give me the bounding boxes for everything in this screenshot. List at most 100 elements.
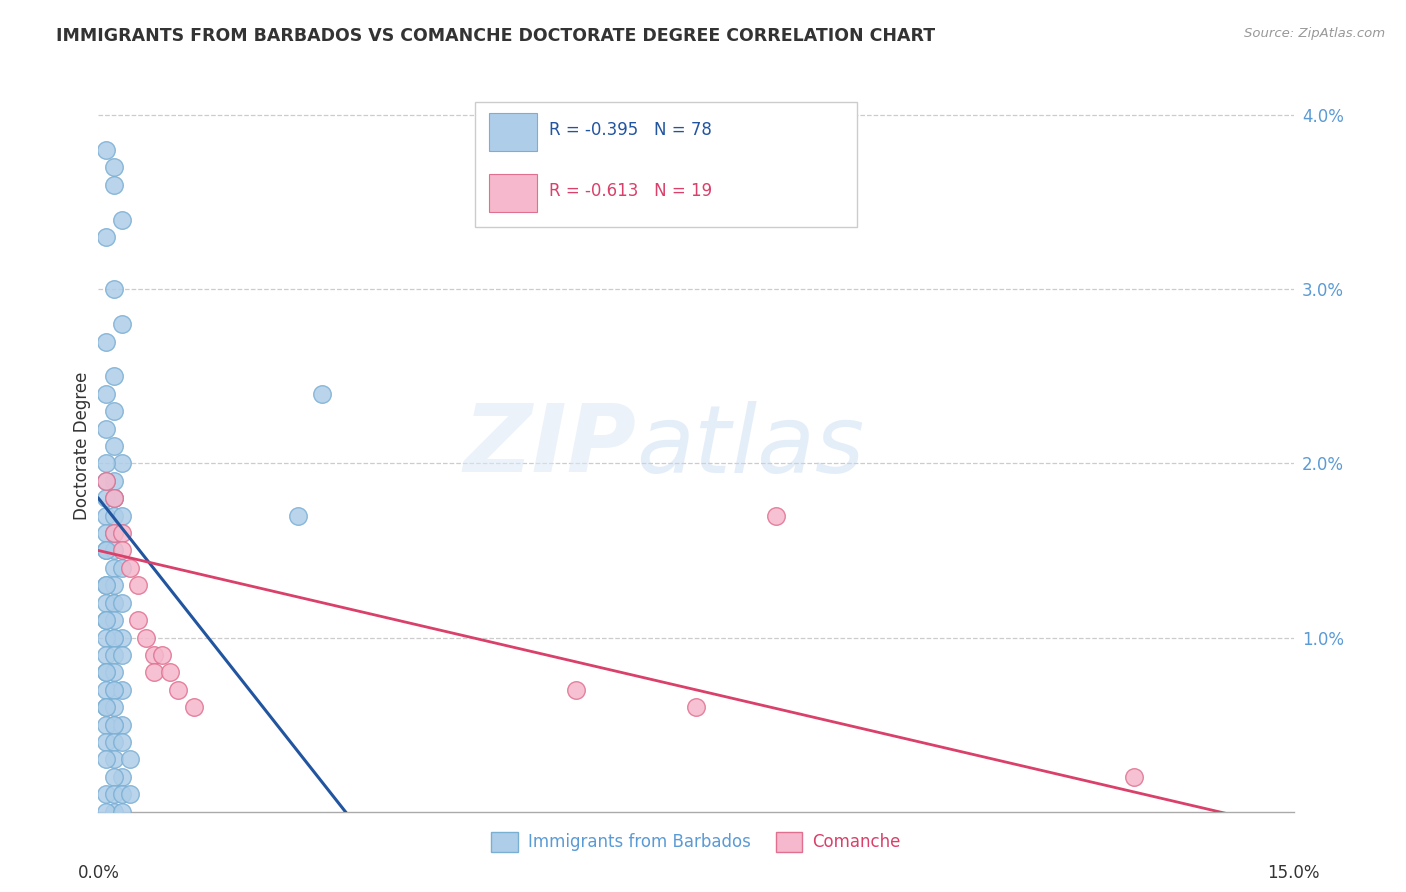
Point: [103, 787, 125, 801]
Point: [103, 526, 125, 541]
Point: [103, 631, 125, 645]
Point: [103, 613, 125, 627]
Point: [96, 631, 118, 645]
Point: [103, 178, 125, 192]
Point: [111, 561, 134, 575]
Point: [103, 682, 125, 697]
Point: [103, 735, 125, 749]
Point: [127, 613, 149, 627]
Point: [103, 161, 125, 175]
Point: [96, 543, 118, 558]
Point: [167, 682, 190, 697]
Point: [96, 230, 118, 244]
Point: [96, 648, 118, 662]
Point: [96, 752, 118, 766]
Text: R = -0.395   N = 78: R = -0.395 N = 78: [548, 121, 711, 139]
Point: [111, 317, 134, 331]
Point: [96, 526, 118, 541]
Point: [96, 613, 118, 627]
Point: [111, 735, 134, 749]
Point: [96, 457, 118, 471]
Point: [96, 682, 118, 697]
Point: [103, 578, 125, 592]
Point: [120, 561, 142, 575]
Point: [103, 717, 125, 731]
Point: [103, 369, 125, 384]
Point: [96, 717, 118, 731]
Point: [111, 631, 134, 645]
Point: [111, 717, 134, 731]
Point: [96, 474, 118, 488]
Point: [159, 665, 181, 680]
Point: [103, 508, 125, 523]
Point: [96, 421, 118, 435]
Point: [103, 474, 125, 488]
Point: [96, 508, 118, 523]
Point: [103, 491, 125, 506]
Text: R = -0.613   N = 19: R = -0.613 N = 19: [548, 182, 711, 200]
Point: [103, 596, 125, 610]
Point: [111, 526, 134, 541]
Text: Source: ZipAtlas.com: Source: ZipAtlas.com: [1244, 27, 1385, 40]
Point: [96, 665, 118, 680]
Point: [111, 543, 134, 558]
Point: [103, 596, 125, 610]
Point: [103, 561, 125, 575]
Point: [103, 648, 125, 662]
Point: [96, 474, 118, 488]
Point: [103, 770, 125, 784]
Point: [103, 631, 125, 645]
Point: [111, 805, 134, 819]
Point: [96, 805, 118, 819]
Point: [96, 334, 118, 349]
Point: [111, 212, 134, 227]
Point: [103, 282, 125, 296]
Point: [565, 682, 588, 697]
Point: [103, 665, 125, 680]
Point: [103, 752, 125, 766]
Point: [103, 717, 125, 731]
Point: [120, 787, 142, 801]
Point: [150, 648, 173, 662]
Point: [96, 596, 118, 610]
Point: [143, 665, 166, 680]
Text: 15.0%: 15.0%: [1267, 864, 1320, 882]
Point: [111, 457, 134, 471]
Point: [96, 143, 118, 157]
Point: [96, 787, 118, 801]
FancyBboxPatch shape: [489, 174, 537, 212]
Text: atlas: atlas: [637, 401, 865, 491]
Point: [103, 700, 125, 714]
Text: ZIP: ZIP: [464, 400, 637, 492]
Point: [183, 700, 205, 714]
Point: [143, 648, 166, 662]
Point: [1123, 770, 1146, 784]
Point: [111, 682, 134, 697]
Legend: Immigrants from Barbados, Comanche: Immigrants from Barbados, Comanche: [485, 826, 907, 858]
Point: [111, 787, 134, 801]
Point: [103, 491, 125, 506]
Point: [96, 491, 118, 506]
Point: [111, 648, 134, 662]
Point: [765, 508, 787, 523]
Point: [103, 491, 125, 506]
FancyBboxPatch shape: [475, 103, 858, 227]
Point: [96, 578, 118, 592]
Text: IMMIGRANTS FROM BARBADOS VS COMANCHE DOCTORATE DEGREE CORRELATION CHART: IMMIGRANTS FROM BARBADOS VS COMANCHE DOC…: [56, 27, 935, 45]
Point: [103, 526, 125, 541]
Point: [103, 805, 125, 819]
Point: [111, 596, 134, 610]
Point: [96, 665, 118, 680]
Y-axis label: Doctorate Degree: Doctorate Degree: [73, 372, 91, 520]
Point: [96, 613, 118, 627]
Point: [96, 700, 118, 714]
Point: [103, 682, 125, 697]
Point: [96, 386, 118, 401]
Point: [111, 508, 134, 523]
Point: [120, 752, 142, 766]
Point: [96, 578, 118, 592]
Point: [96, 700, 118, 714]
Point: [96, 543, 118, 558]
Point: [135, 631, 157, 645]
Point: [103, 439, 125, 453]
